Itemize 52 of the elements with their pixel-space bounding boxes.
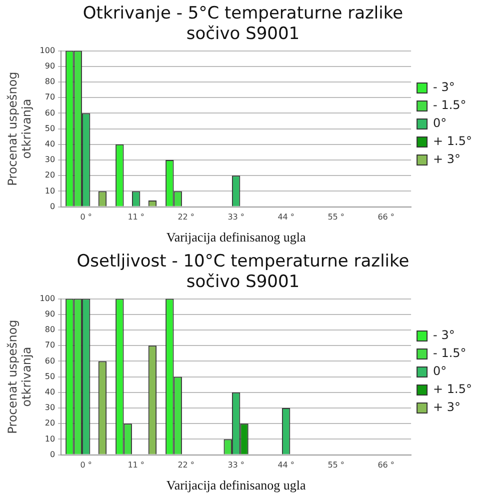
y-tick-label: 100 [40, 294, 56, 303]
legend-label: + 3° [433, 400, 461, 414]
x-tick-label: 0 ° [80, 460, 92, 470]
x-tick-label: 55 ° [328, 460, 344, 470]
x-tick-label: 44 ° [278, 212, 294, 222]
x-tick-label: 11 ° [128, 460, 144, 470]
y-tick-label: 30 [44, 155, 56, 164]
x-axis-title: Varijacija definisanog ugla [166, 230, 306, 245]
y-tick-label: 30 [44, 403, 56, 412]
legend-label: - 1.5° [433, 98, 466, 112]
chart-title: Otkrivanje - 5°C temperaturne razlike sočivo S9001 [82, 4, 404, 44]
y-tick-label: 90 [44, 309, 56, 318]
y-tick-label: 10 [44, 434, 56, 444]
legend-label: 0° [433, 364, 447, 378]
y-tick-label: 60 [44, 356, 56, 366]
y-tick-label: 40 [44, 387, 56, 396]
y-axis-title: Procenat uspešnog otkrivanja [5, 320, 34, 434]
x-tick-label: 66 ° [378, 212, 394, 222]
legend-label: - 3° [433, 328, 455, 342]
x-tick-label: 66 ° [378, 460, 394, 470]
x-tick-label: 22 ° [178, 212, 194, 222]
y-tick-label: 50 [44, 372, 56, 381]
y-tick-label: 60 [44, 108, 56, 118]
y-tick-label: 20 [44, 170, 56, 180]
legend-label: - 3° [433, 80, 455, 94]
y-tick-label: 70 [44, 92, 56, 102]
x-tick-label: 33 ° [228, 212, 244, 222]
legend-label: + 1.5° [433, 134, 472, 148]
y-tick-label: 10 [44, 186, 56, 196]
chart-title: Osetljivost - 10°C temperaturne razlike sočivo S9001 [76, 252, 410, 292]
y-tick-label: 80 [44, 77, 56, 86]
legend-label: 0° [433, 116, 447, 130]
y-tick-label: 0 [50, 450, 56, 459]
x-axis-title: Varijacija definisanog ugla [166, 478, 306, 493]
x-tick-label: 0 ° [80, 212, 92, 222]
x-tick-label: 11 ° [128, 212, 144, 222]
y-tick-label: 20 [44, 418, 56, 428]
y-tick-label: 50 [44, 124, 56, 133]
x-tick-label: 33 ° [228, 460, 244, 470]
x-tick-label: 44 ° [278, 460, 294, 470]
legend-label: + 1.5° [433, 382, 472, 396]
x-tick-label: 22 ° [178, 460, 194, 470]
legend-label: + 3° [433, 152, 461, 166]
y-tick-label: 40 [44, 139, 56, 148]
y-tick-label: 90 [44, 61, 56, 70]
y-tick-label: 100 [40, 46, 56, 55]
y-tick-label: 0 [50, 202, 56, 211]
y-tick-label: 70 [44, 340, 56, 350]
y-axis-title: Procenat uspešnog otkrivanja [5, 72, 34, 186]
x-tick-label: 55 ° [328, 212, 344, 222]
y-tick-label: 80 [44, 325, 56, 334]
legend-label: - 1.5° [433, 346, 466, 360]
